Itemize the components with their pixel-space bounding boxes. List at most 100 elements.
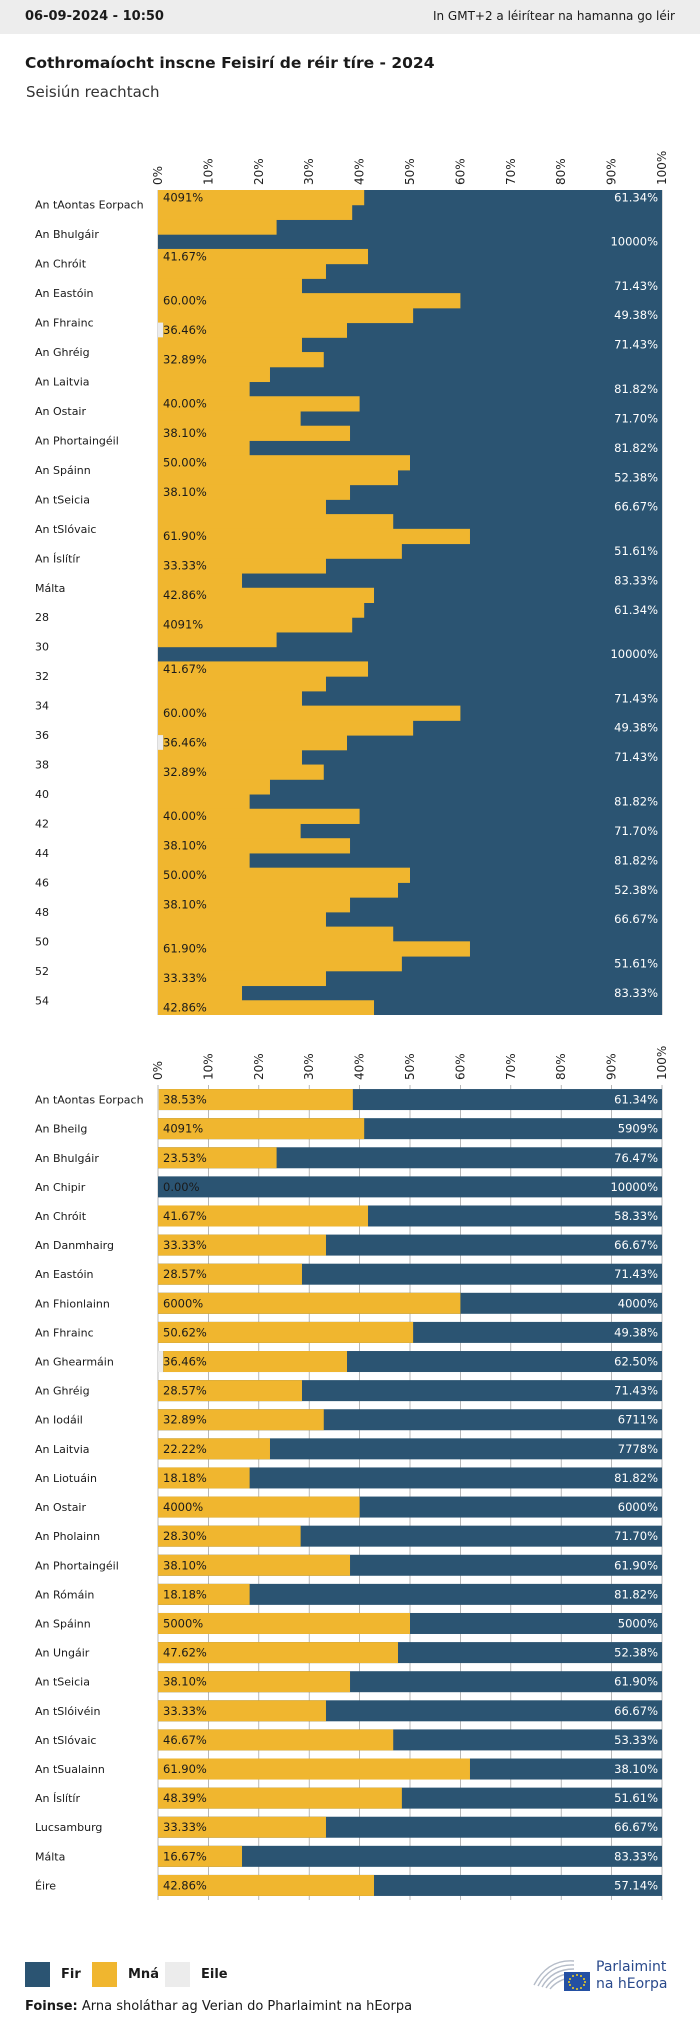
- bar-fir: [158, 1147, 662, 1169]
- logo-line2: na hEorpa: [596, 1976, 668, 1992]
- bar-mna: [158, 911, 326, 928]
- bar-eile: [158, 1351, 164, 1373]
- mna-value-label: 33.33%: [163, 559, 207, 573]
- mna-value-label: 41.67%: [163, 1209, 207, 1223]
- category-label: Málta: [35, 1850, 65, 1863]
- category-label: An Iodáil: [35, 1414, 83, 1427]
- fir-value-label: 71.43%: [614, 1267, 658, 1281]
- category-label: An Rómáin: [35, 1588, 94, 1601]
- fir-value-label: 66.67%: [614, 1238, 658, 1252]
- fir-value-label: 51.61%: [614, 1791, 658, 1805]
- bar-mna: [158, 1089, 353, 1111]
- mna-value-label: 18.18%: [163, 1587, 207, 1601]
- category-label: An Spáinn: [35, 1617, 91, 1630]
- x-tick-label: 10%: [201, 158, 215, 185]
- fir-value-label: 81.82%: [614, 1471, 658, 1485]
- category-label: An Íslítír: [35, 552, 80, 565]
- x-tick-label: 80%: [554, 158, 568, 185]
- fir-value-label: 76.47%: [614, 1151, 658, 1165]
- category-label: An Spáinn: [35, 464, 91, 477]
- fir-value-label: 49.38%: [614, 1325, 658, 1339]
- x-tick-label: 30%: [302, 1053, 316, 1080]
- x-tick-label: 60%: [453, 1053, 467, 1080]
- bar-mna: [158, 1642, 399, 1664]
- bar-eile: [158, 735, 164, 751]
- bar-mna: [158, 1467, 250, 1489]
- fir-value-label: 61.34%: [614, 1093, 658, 1107]
- mna-value-label: 16.67%: [163, 1849, 207, 1863]
- mna-value-label: 41.67%: [163, 662, 207, 676]
- x-tick-label: 0%: [151, 1061, 165, 1080]
- source-label: Foinse:: [25, 1999, 78, 2014]
- bar-mna: [158, 705, 461, 721]
- mna-value-label: 60.00%: [163, 293, 207, 307]
- bar-mna: [158, 1874, 375, 1896]
- fir-value-label: 49.38%: [614, 308, 658, 322]
- bar-mna: [158, 676, 326, 692]
- fir-value-label: 10000%: [610, 647, 658, 661]
- category-label: An tSlóvaic: [35, 523, 96, 536]
- mna-value-label: 6000%: [163, 1296, 203, 1310]
- fir-value-label: 71.70%: [614, 411, 658, 425]
- bar-mna: [158, 631, 277, 648]
- x-tick-label: 30%: [302, 158, 316, 185]
- category-label: An tSeicia: [35, 493, 90, 506]
- category-label: 46: [35, 876, 49, 889]
- bar-mna: [158, 779, 270, 795]
- mna-value-label: 33.33%: [163, 971, 207, 985]
- mna-value-label: 5000%: [163, 1616, 203, 1630]
- fir-value-label: 66.67%: [614, 1820, 658, 1834]
- category-label: 48: [35, 906, 49, 919]
- x-tick-label: 20%: [252, 1053, 266, 1080]
- bar-fir: [158, 1438, 662, 1460]
- category-label: 30: [35, 641, 49, 654]
- category-label: An Ungáir: [35, 1647, 90, 1660]
- bar-mna: [158, 690, 302, 707]
- category-label: 34: [35, 700, 49, 713]
- mna-value-label: 4000%: [163, 1500, 203, 1514]
- category-label: An Eastóin: [35, 1268, 94, 1281]
- category-label: An tSeicia: [35, 1676, 90, 1689]
- category-label: 52: [35, 965, 49, 978]
- bar-mna: [158, 352, 324, 368]
- category-label: An Phortaingéil: [35, 1559, 119, 1572]
- mna-value-label: 38.10%: [163, 1675, 207, 1689]
- mna-value-label: 22.22%: [163, 1442, 207, 1456]
- bar-mna: [158, 1525, 301, 1547]
- mna-value-label: 4091%: [163, 190, 203, 204]
- bar-mna: [158, 985, 243, 1001]
- category-label: An Chróit: [35, 1210, 87, 1223]
- fir-value-label: 61.34%: [614, 190, 658, 204]
- bar-eile: [158, 322, 164, 338]
- fir-value-label: 81.82%: [614, 382, 658, 396]
- x-tick-label: 0%: [151, 166, 165, 185]
- fir-value-label: 83.33%: [614, 573, 658, 587]
- bar-mna: [158, 897, 351, 913]
- mna-value-label: 4091%: [163, 618, 203, 632]
- bar-mna: [158, 926, 394, 942]
- bar-mna: [158, 617, 353, 633]
- legend-swatch-eile: [165, 1962, 190, 1987]
- mna-value-label: 33.33%: [163, 1704, 207, 1718]
- bar-mna: [158, 602, 365, 618]
- mna-value-label: 36.46%: [163, 1355, 207, 1369]
- bar-mna: [158, 484, 351, 500]
- mna-value-label: 0.00%: [163, 1180, 200, 1194]
- bar-mna: [158, 190, 365, 206]
- mna-value-label: 38.10%: [163, 426, 207, 440]
- mna-value-label: 23.53%: [163, 1151, 207, 1165]
- bar-mna: [158, 1321, 414, 1343]
- bar-mna: [158, 852, 250, 869]
- bar-mna: [158, 1438, 270, 1460]
- bar-mna: [163, 322, 347, 338]
- fir-value-label: 81.82%: [614, 441, 658, 455]
- category-label: 32: [35, 670, 49, 683]
- fir-value-label: 52.38%: [614, 1646, 658, 1660]
- fir-value-label: 38.10%: [614, 1762, 658, 1776]
- category-label: An tAontas Eorpach: [35, 199, 144, 212]
- ep-logo: Parlaimint na hEorpa: [528, 1955, 698, 1999]
- bar-mna: [158, 882, 399, 898]
- category-label: An Fhrainc: [35, 317, 94, 330]
- fir-value-label: 7778%: [618, 1442, 658, 1456]
- bar-mna: [158, 499, 326, 515]
